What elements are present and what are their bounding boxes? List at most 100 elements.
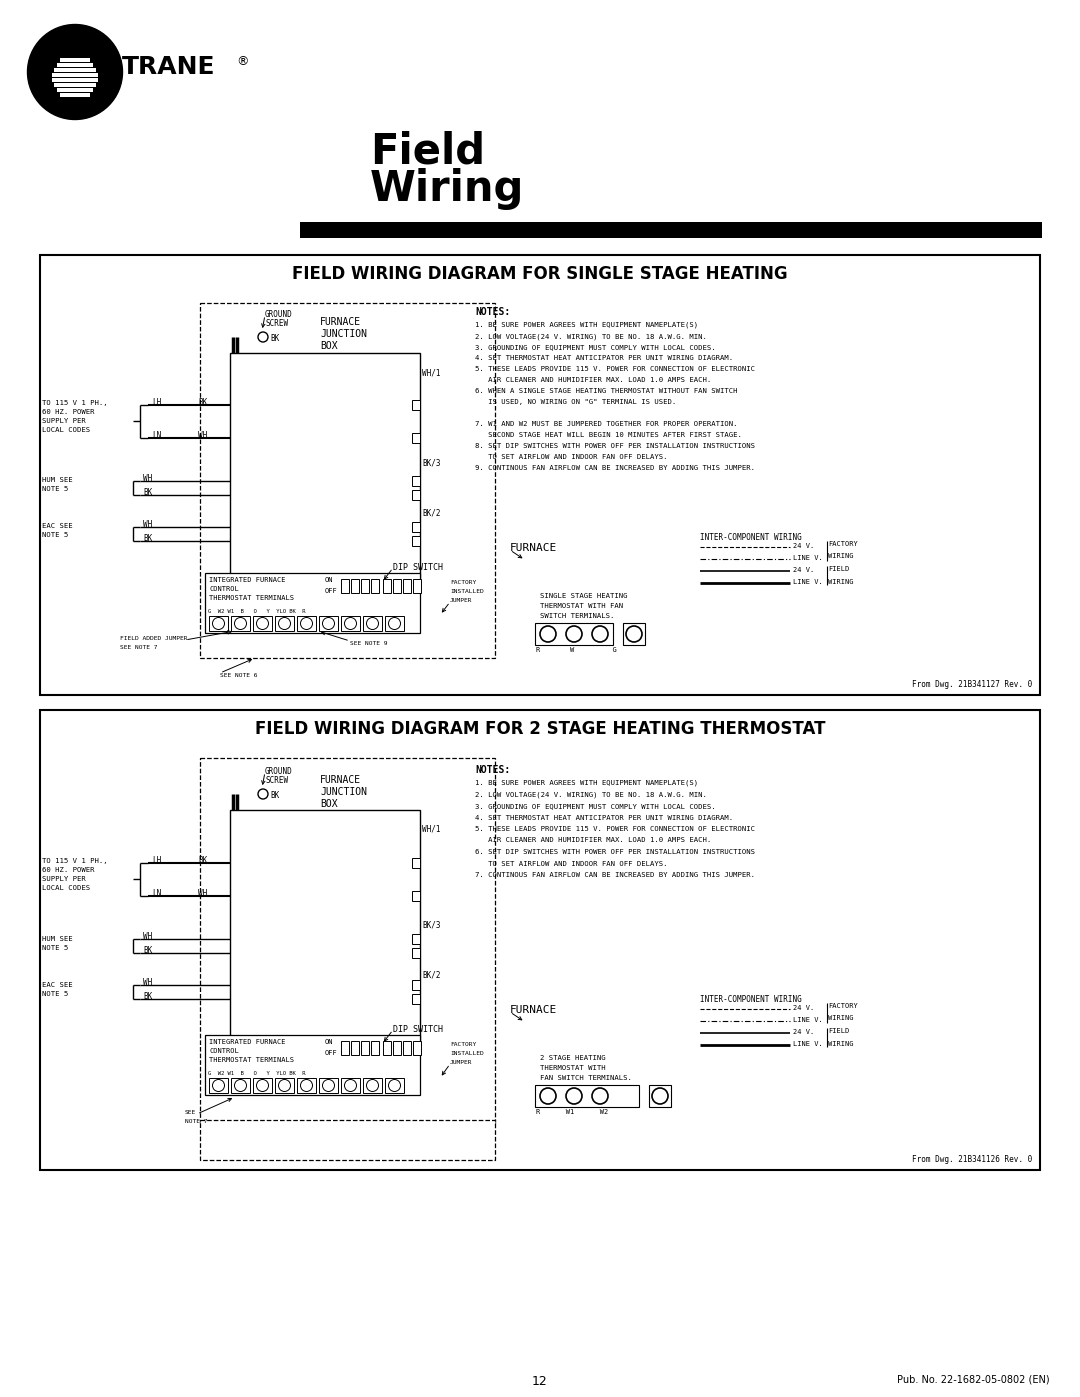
Bar [361,578,369,592]
Bar [210,616,228,631]
Text: TRANE: TRANE [122,54,216,80]
Text: FURNACE: FURNACE [320,775,361,785]
Bar [57,63,93,67]
Text: TO SET AIRFLOW AND INDOOR FAN OFF DELAYS.: TO SET AIRFLOW AND INDOOR FAN OFF DELAYS… [475,861,667,866]
Text: SECOND STAGE HEAT WILL BEGIN 10 MINUTES AFTER FIRST STAGE.: SECOND STAGE HEAT WILL BEGIN 10 MINUTES … [475,432,742,439]
Text: TO 115 V 1 PH.,: TO 115 V 1 PH., [42,858,108,863]
Text: R      W1      W2: R W1 W2 [536,1109,608,1115]
Text: 7. W1 AND W2 MUST BE JUMPERED TOGETHER FOR PROPER OPERATION.: 7. W1 AND W2 MUST BE JUMPERED TOGETHER F… [475,420,738,427]
Text: BOX: BOX [320,799,338,809]
Bar [535,623,613,645]
Text: WH: WH [143,474,152,483]
Text: LINE V.: LINE V. [793,578,823,585]
Text: 2. LOW VOLTAGE(24 V. WIRING) TO BE NO. 18 A.W.G. MIN.: 2. LOW VOLTAGE(24 V. WIRING) TO BE NO. 1… [475,792,707,798]
Text: ON: ON [325,1039,334,1045]
Text: WH/1: WH/1 [422,826,441,834]
Text: SEE NOTE 6: SEE NOTE 6 [220,673,257,678]
Bar [297,616,316,631]
Text: JUNCTION: JUNCTION [320,330,367,339]
Text: EAC SEE: EAC SEE [42,522,72,529]
Text: HUM SEE: HUM SEE [42,936,72,942]
Bar [341,616,360,631]
Bar [413,1041,421,1055]
Text: 12: 12 [532,1375,548,1389]
Text: From Dwg. 21B341127 Rev. 0: From Dwg. 21B341127 Rev. 0 [912,680,1032,689]
Bar [372,1041,379,1055]
Bar [649,1085,671,1106]
Text: OFF: OFF [325,1051,338,1056]
Text: LOCAL CODES: LOCAL CODES [42,427,90,433]
Text: SWITCH TERMINALS.: SWITCH TERMINALS. [540,613,615,619]
Bar [253,1078,272,1092]
Bar [54,82,96,87]
Text: 60 HZ. POWER: 60 HZ. POWER [42,409,95,415]
Text: BK: BK [198,856,207,865]
Text: 24 V.: 24 V. [793,543,814,549]
Text: BK: BK [143,946,152,956]
Bar [52,78,98,82]
Text: FACTORY: FACTORY [828,1003,858,1009]
Text: FIELD ADDED JUMPER: FIELD ADDED JUMPER [120,636,188,641]
Text: WIRING: WIRING [828,578,853,585]
Bar [205,1035,420,1095]
Bar [411,858,420,868]
Text: SEE NOTE 7: SEE NOTE 7 [120,645,158,650]
Bar [413,578,421,592]
Text: LINE V.: LINE V. [793,1017,823,1023]
Text: 24 V.: 24 V. [793,1004,814,1011]
Bar [411,995,420,1004]
Text: SCREW: SCREW [265,775,288,785]
Text: NOTES:: NOTES: [475,766,510,775]
Text: LINE V.: LINE V. [793,555,823,562]
Text: OFF: OFF [325,588,338,594]
Text: LOCAL CODES: LOCAL CODES [42,886,90,891]
Text: G  W2 W1  B   O   Y  YLO BK  R: G W2 W1 B O Y YLO BK R [208,1071,306,1076]
Text: From Dwg. 21B341126 Rev. 0: From Dwg. 21B341126 Rev. 0 [912,1155,1032,1164]
Text: AIR CLEANER AND HUMIDIFIER MAX. LOAD 1.0 AMPS EACH.: AIR CLEANER AND HUMIDIFIER MAX. LOAD 1.0… [475,837,712,844]
Text: NOTE 5: NOTE 5 [42,990,68,997]
Text: 3. GROUNDING OF EQUIPMENT MUST COMPLY WITH LOCAL CODES.: 3. GROUNDING OF EQUIPMENT MUST COMPLY WI… [475,803,716,809]
Bar [403,1041,411,1055]
Bar [40,256,1040,694]
Text: IS USED, NO WIRING ON "G" TERMINAL IS USED.: IS USED, NO WIRING ON "G" TERMINAL IS US… [475,400,676,405]
Text: GROUND: GROUND [265,767,293,775]
Text: THERMOSTAT TERMINALS: THERMOSTAT TERMINALS [210,595,294,601]
Text: BK/3: BK/3 [422,458,441,467]
Text: CONTROL: CONTROL [210,1048,239,1053]
Text: LH: LH [152,856,161,865]
Text: 5. THESE LEADS PROVIDE 115 V. POWER FOR CONNECTION OF ELECTRONIC: 5. THESE LEADS PROVIDE 115 V. POWER FOR … [475,826,755,833]
Bar [275,616,294,631]
Text: FURNACE: FURNACE [510,543,557,553]
Text: GROUND: GROUND [265,310,293,319]
Bar [210,1078,228,1092]
Text: SUPPLY PER: SUPPLY PER [42,418,85,425]
Bar [319,1078,338,1092]
Text: FURNACE: FURNACE [320,317,361,327]
Text: WIRING: WIRING [828,553,853,559]
Text: FACTORY: FACTORY [450,1042,476,1046]
Text: DIP SWITCH: DIP SWITCH [393,563,443,571]
Bar [411,400,420,409]
Text: WIRING: WIRING [828,1016,853,1021]
Text: FIELD: FIELD [828,1028,849,1034]
Text: 1. BE SURE POWER AGREES WITH EQUIPMENT NAMEPLATE(S): 1. BE SURE POWER AGREES WITH EQUIPMENT N… [475,321,698,328]
Bar [411,522,420,532]
Bar [341,578,349,592]
Text: THERMOSTAT WITH: THERMOSTAT WITH [540,1065,606,1071]
Bar [411,949,420,958]
Bar [411,490,420,500]
Text: DIP SWITCH: DIP SWITCH [393,1025,443,1034]
Text: 6. SET DIP SWITCHES WITH POWER OFF PER INSTALLATION INSTRUCTIONS: 6. SET DIP SWITCHES WITH POWER OFF PER I… [475,849,755,855]
Text: 4. SET THERMOSTAT HEAT ANTICIPATOR PER UNIT WIRING DIAGRAM.: 4. SET THERMOSTAT HEAT ANTICIPATOR PER U… [475,355,733,360]
Text: G  W2 W1  B   O   Y  YLO BK  R: G W2 W1 B O Y YLO BK R [208,609,306,615]
Bar [393,1041,401,1055]
Text: 8. SET DIP SWITCHES WITH POWER OFF PER INSTALLATION INSTRUCTIONS: 8. SET DIP SWITCHES WITH POWER OFF PER I… [475,443,755,448]
Text: 3. GROUNDING OF EQUIPMENT MUST COMPLY WITH LOCAL CODES.: 3. GROUNDING OF EQUIPMENT MUST COMPLY WI… [475,344,716,351]
Bar [200,303,495,658]
Bar [341,1078,360,1092]
Bar [411,433,420,443]
Text: INTER-COMPONENT WIRING: INTER-COMPONENT WIRING [700,534,801,542]
Text: JUMPER: JUMPER [450,1060,473,1065]
Bar [60,59,90,61]
Text: LN: LN [152,888,161,898]
